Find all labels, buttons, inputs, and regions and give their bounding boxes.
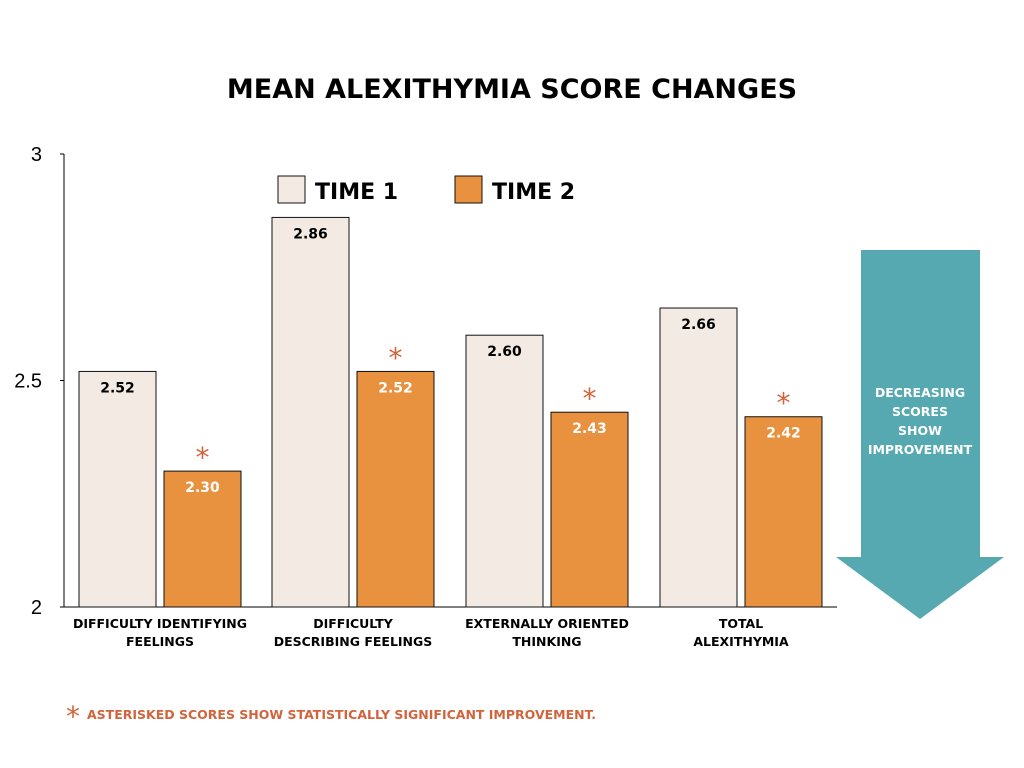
legend-label-time-2: TIME 2 bbox=[492, 180, 575, 205]
arrow-shape bbox=[836, 250, 1004, 619]
bar bbox=[271, 216, 350, 608]
bar-value-label: 2.52 bbox=[378, 380, 413, 396]
bar-value-label: 2.42 bbox=[766, 426, 801, 442]
bar bbox=[78, 370, 157, 608]
category-label: FEELINGS bbox=[126, 634, 194, 649]
category-label: DIFFICULTY IDENTIFYING bbox=[73, 616, 247, 631]
y-tick-label: 2 bbox=[31, 597, 42, 619]
category-label: DIFFICULTY bbox=[313, 616, 394, 631]
bar bbox=[744, 416, 823, 608]
category-label: ALEXITHYMIA bbox=[693, 634, 789, 649]
bar-value-label: 2.30 bbox=[185, 480, 220, 496]
legend-swatch-time-2 bbox=[454, 175, 483, 204]
arrow-line-4: IMPROVEMENT bbox=[868, 442, 973, 457]
chart-title: MEAN ALEXITHYMIA SCORE CHANGES bbox=[227, 74, 797, 105]
chart-bars: 2.52 2.86 2.60 2.66 2.30 * 2.52 * 2.43 * 2.42 * bbox=[78, 216, 823, 608]
footnote-text: ASTERISKED SCORES SHOW STATISTICALLY SIG… bbox=[87, 707, 596, 722]
bar-value-label: 2.66 bbox=[681, 317, 716, 333]
significance-asterisk: * bbox=[196, 441, 210, 474]
significance-asterisk: * bbox=[583, 382, 597, 415]
arrow-line-1: DECREASING bbox=[875, 385, 965, 400]
category-label: TOTAL bbox=[719, 616, 763, 631]
category-label: EXTERNALLY ORIENTED bbox=[465, 616, 629, 631]
y-tick-label: 3 bbox=[31, 144, 42, 166]
down-arrow-icon: DECREASING SCORES SHOW IMPROVEMENT bbox=[836, 250, 1004, 619]
legend-swatch-time-1 bbox=[277, 175, 306, 204]
bar-value-label: 2.86 bbox=[293, 226, 328, 242]
arrow-line-2: SCORES bbox=[892, 404, 948, 419]
bar bbox=[163, 470, 242, 608]
category-labels: DIFFICULTY IDENTIFYING FEELINGS DIFFICULTY… bbox=[73, 616, 789, 649]
bar bbox=[550, 411, 629, 608]
bar-value-label: 2.60 bbox=[487, 344, 522, 360]
category-label: DESCRIBING FEELINGS bbox=[274, 634, 433, 649]
footnote-asterisk: * bbox=[66, 700, 80, 733]
category-label: THINKING bbox=[512, 634, 581, 649]
chart-legend: TIME 1 TIME 2 bbox=[277, 175, 575, 205]
legend-label-time-1: TIME 1 bbox=[315, 180, 398, 205]
bar-value-label: 2.52 bbox=[100, 380, 135, 396]
footnote: * ASTERISKED SCORES SHOW STATISTICALLY S… bbox=[66, 700, 596, 733]
bar-value-label: 2.43 bbox=[572, 421, 607, 437]
significance-asterisk: * bbox=[389, 341, 403, 374]
bar bbox=[659, 307, 738, 608]
arrow-line-3: SHOW bbox=[898, 423, 942, 438]
bar bbox=[356, 370, 435, 608]
significance-asterisk: * bbox=[777, 387, 791, 420]
bar bbox=[465, 334, 544, 608]
y-tick-label: 2.5 bbox=[14, 371, 42, 393]
